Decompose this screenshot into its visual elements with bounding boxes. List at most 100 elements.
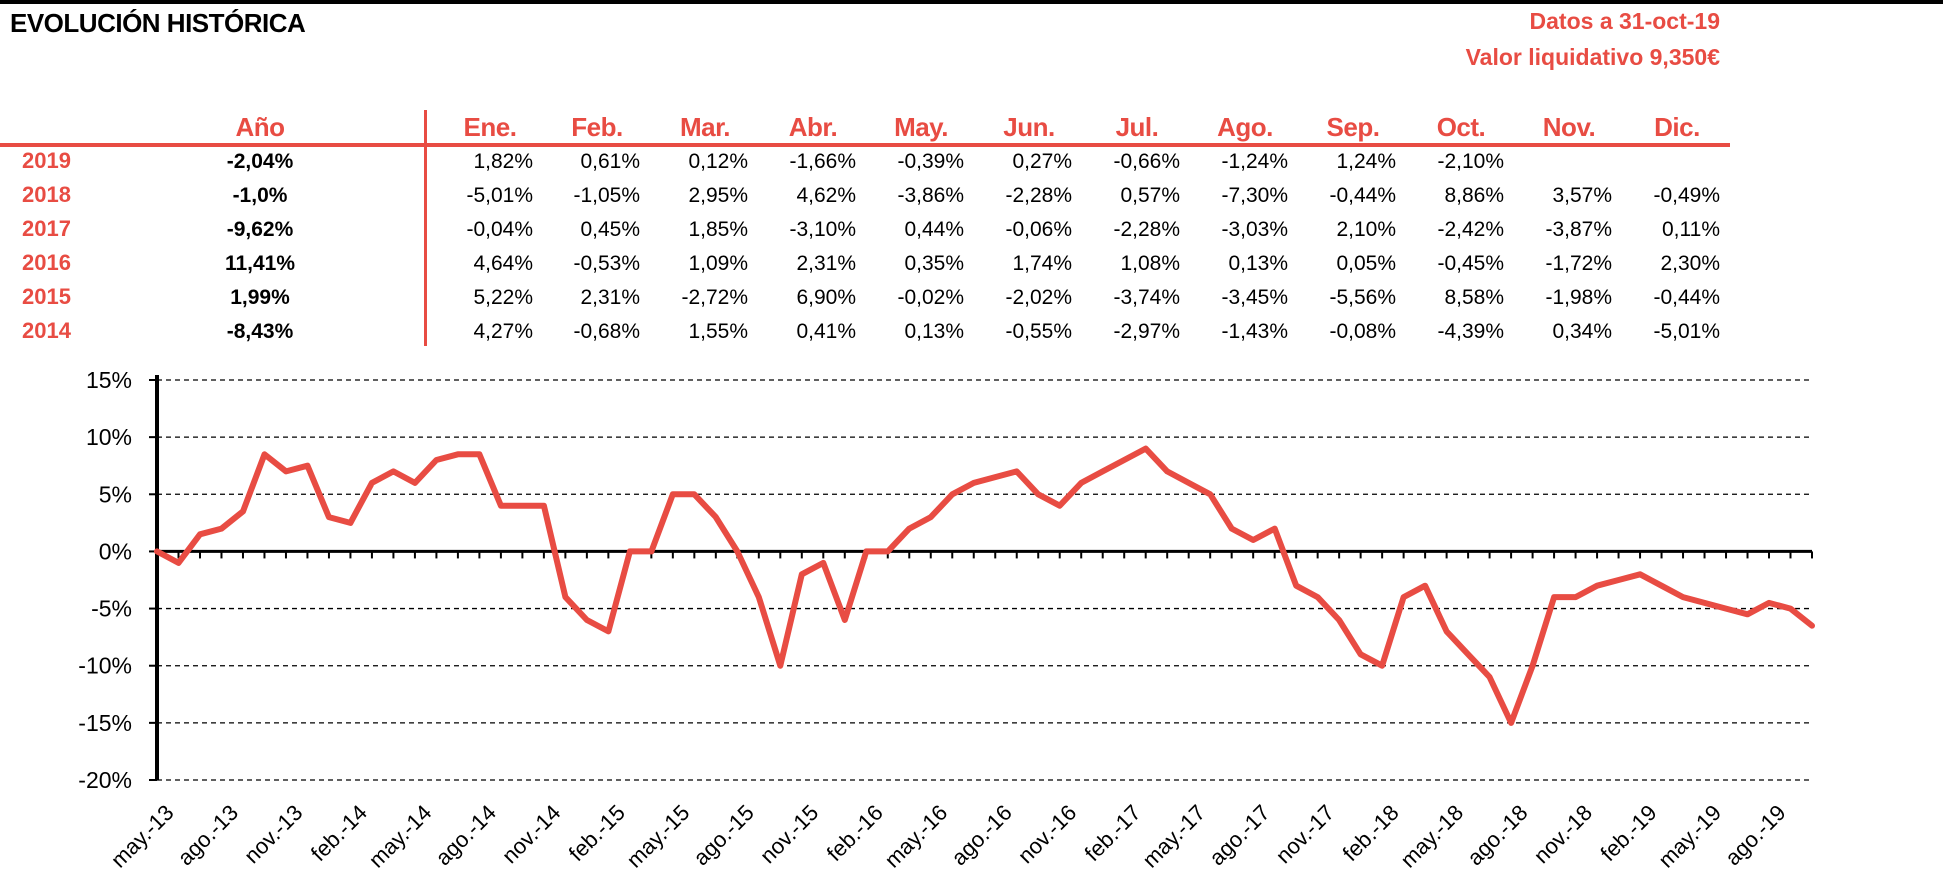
row-cell: -0,45%	[1437, 252, 1504, 275]
row-cell: -1,24%	[1221, 150, 1288, 173]
row-cell: 0,61%	[580, 150, 640, 173]
row-year: 2019	[22, 148, 71, 173]
y-tick-label: -5%	[91, 596, 132, 622]
row-cell: 0,45%	[580, 218, 640, 241]
series-line	[154, 445, 1815, 726]
top-rule	[0, 0, 1943, 4]
row-cell: 0,57%	[1120, 184, 1180, 207]
row-cell: -1,43%	[1221, 320, 1288, 343]
x-tick-label: ago.-15	[688, 800, 758, 870]
x-tick-label: feb.-19	[1595, 800, 1661, 866]
month-header: Nov.	[1542, 112, 1596, 142]
month-header: Ene.	[463, 112, 517, 142]
x-tick-label: feb.-16	[822, 800, 888, 866]
row-cell: 2,31%	[796, 252, 856, 275]
row-cell: 0,35%	[904, 252, 964, 275]
row-cell: -0,53%	[573, 252, 640, 275]
x-tick-label: may.-18	[1395, 800, 1468, 873]
x-tick-label: nov.-13	[239, 800, 307, 868]
row-cell: 1,24%	[1336, 150, 1396, 173]
month-header: May.	[894, 112, 948, 142]
performance-line-chart: 15%10%5%0%-5%-10%-15%-20%may.-13ago.-13n…	[78, 367, 1815, 873]
row-cell: 2,95%	[688, 184, 748, 207]
row-cell: -2,28%	[1005, 184, 1072, 207]
x-tick-label: feb.-14	[306, 800, 372, 866]
x-tick-label: may.-16	[880, 800, 953, 873]
row-cell: 2,31%	[580, 286, 640, 309]
row-cell: -2,72%	[681, 286, 748, 309]
x-tick-label: may.-13	[106, 800, 179, 873]
row-cell: -7,30%	[1221, 184, 1288, 207]
row-cell: -5,56%	[1329, 286, 1396, 309]
row-cell: 5,22%	[473, 286, 533, 309]
x-tick-label: feb.-15	[564, 800, 630, 866]
row-cell: -5,01%	[466, 184, 533, 207]
year-header: Año	[235, 112, 285, 142]
x-tick-label: feb.-18	[1338, 800, 1404, 866]
row-cell: -1,66%	[789, 150, 856, 173]
x-tick-label: nov.-18	[1529, 800, 1597, 868]
row-cell: 0,13%	[904, 320, 964, 343]
row-cell: 0,44%	[904, 218, 964, 241]
row-cell: 0,41%	[796, 320, 856, 343]
x-tick-label: nov.-16	[1013, 800, 1081, 868]
x-tick-label: ago.-16	[946, 800, 1016, 870]
row-cell: 1,74%	[1012, 252, 1072, 275]
row-year: 2014	[22, 318, 71, 343]
month-header: Jun.	[1003, 112, 1055, 142]
month-header: Ago.	[1217, 112, 1273, 142]
row-cell: -2,97%	[1113, 320, 1180, 343]
row-cell: -0,06%	[1005, 218, 1072, 241]
y-tick-label: 10%	[86, 424, 132, 450]
row-cell: 2,10%	[1336, 218, 1396, 241]
x-tick-label: ago.-18	[1462, 800, 1532, 870]
row-cell: -3,74%	[1113, 286, 1180, 309]
row-cell: 0,27%	[1012, 150, 1072, 173]
x-tick-label: may.-17	[1138, 800, 1211, 873]
row-total: -8,43%	[226, 320, 294, 343]
row-cell: 0,34%	[1552, 320, 1612, 343]
y-tick-label: -15%	[78, 710, 132, 736]
row-cell: 0,05%	[1336, 252, 1396, 275]
row-cell: -0,04%	[466, 218, 533, 241]
header-rule	[0, 143, 1730, 147]
row-cell: -1,05%	[573, 184, 640, 207]
x-tick-label: may.-14	[364, 800, 437, 873]
row-year: 2017	[22, 216, 71, 241]
row-cell: -1,72%	[1545, 252, 1612, 275]
row-total: -1,0%	[232, 184, 288, 207]
row-cell: 1,85%	[688, 218, 748, 241]
row-cell: -2,10%	[1437, 150, 1504, 173]
y-tick-label: 0%	[99, 538, 132, 564]
row-cell: 3,57%	[1552, 184, 1612, 207]
x-tick-label: may.-19	[1653, 800, 1726, 873]
y-tick-label: 5%	[99, 481, 132, 507]
row-total: -9,62%	[226, 218, 294, 241]
row-cell: 6,90%	[796, 286, 856, 309]
row-cell: -0,08%	[1329, 320, 1396, 343]
data-date: Datos a 31-oct-19	[1529, 8, 1720, 34]
row-cell: 4,27%	[473, 320, 533, 343]
row-cell: -0,39%	[897, 150, 964, 173]
row-cell: -0,44%	[1329, 184, 1396, 207]
x-tick-label: ago.-17	[1204, 800, 1274, 870]
month-header: Oct.	[1436, 112, 1486, 142]
x-tick-label: ago.-13	[173, 800, 243, 870]
month-header: Feb.	[571, 112, 623, 142]
row-cell: -1,98%	[1545, 286, 1612, 309]
row-cell: -0,55%	[1005, 320, 1072, 343]
row-total: 1,99%	[230, 286, 290, 309]
column-divider	[424, 110, 427, 346]
x-tick-label: ago.-14	[430, 800, 500, 870]
row-year: 2015	[22, 284, 71, 309]
row-total: -2,04%	[226, 150, 294, 173]
row-cell: -0,68%	[573, 320, 640, 343]
row-cell: -0,02%	[897, 286, 964, 309]
x-tick-label: may.-15	[622, 800, 695, 873]
row-cell: -2,02%	[1005, 286, 1072, 309]
page-title: EVOLUCIÓN HISTÓRICA	[10, 8, 306, 38]
row-cell: -3,86%	[897, 184, 964, 207]
y-tick-label: 15%	[86, 367, 132, 393]
row-cell: -0,66%	[1113, 150, 1180, 173]
x-tick-label: nov.-14	[497, 800, 565, 868]
